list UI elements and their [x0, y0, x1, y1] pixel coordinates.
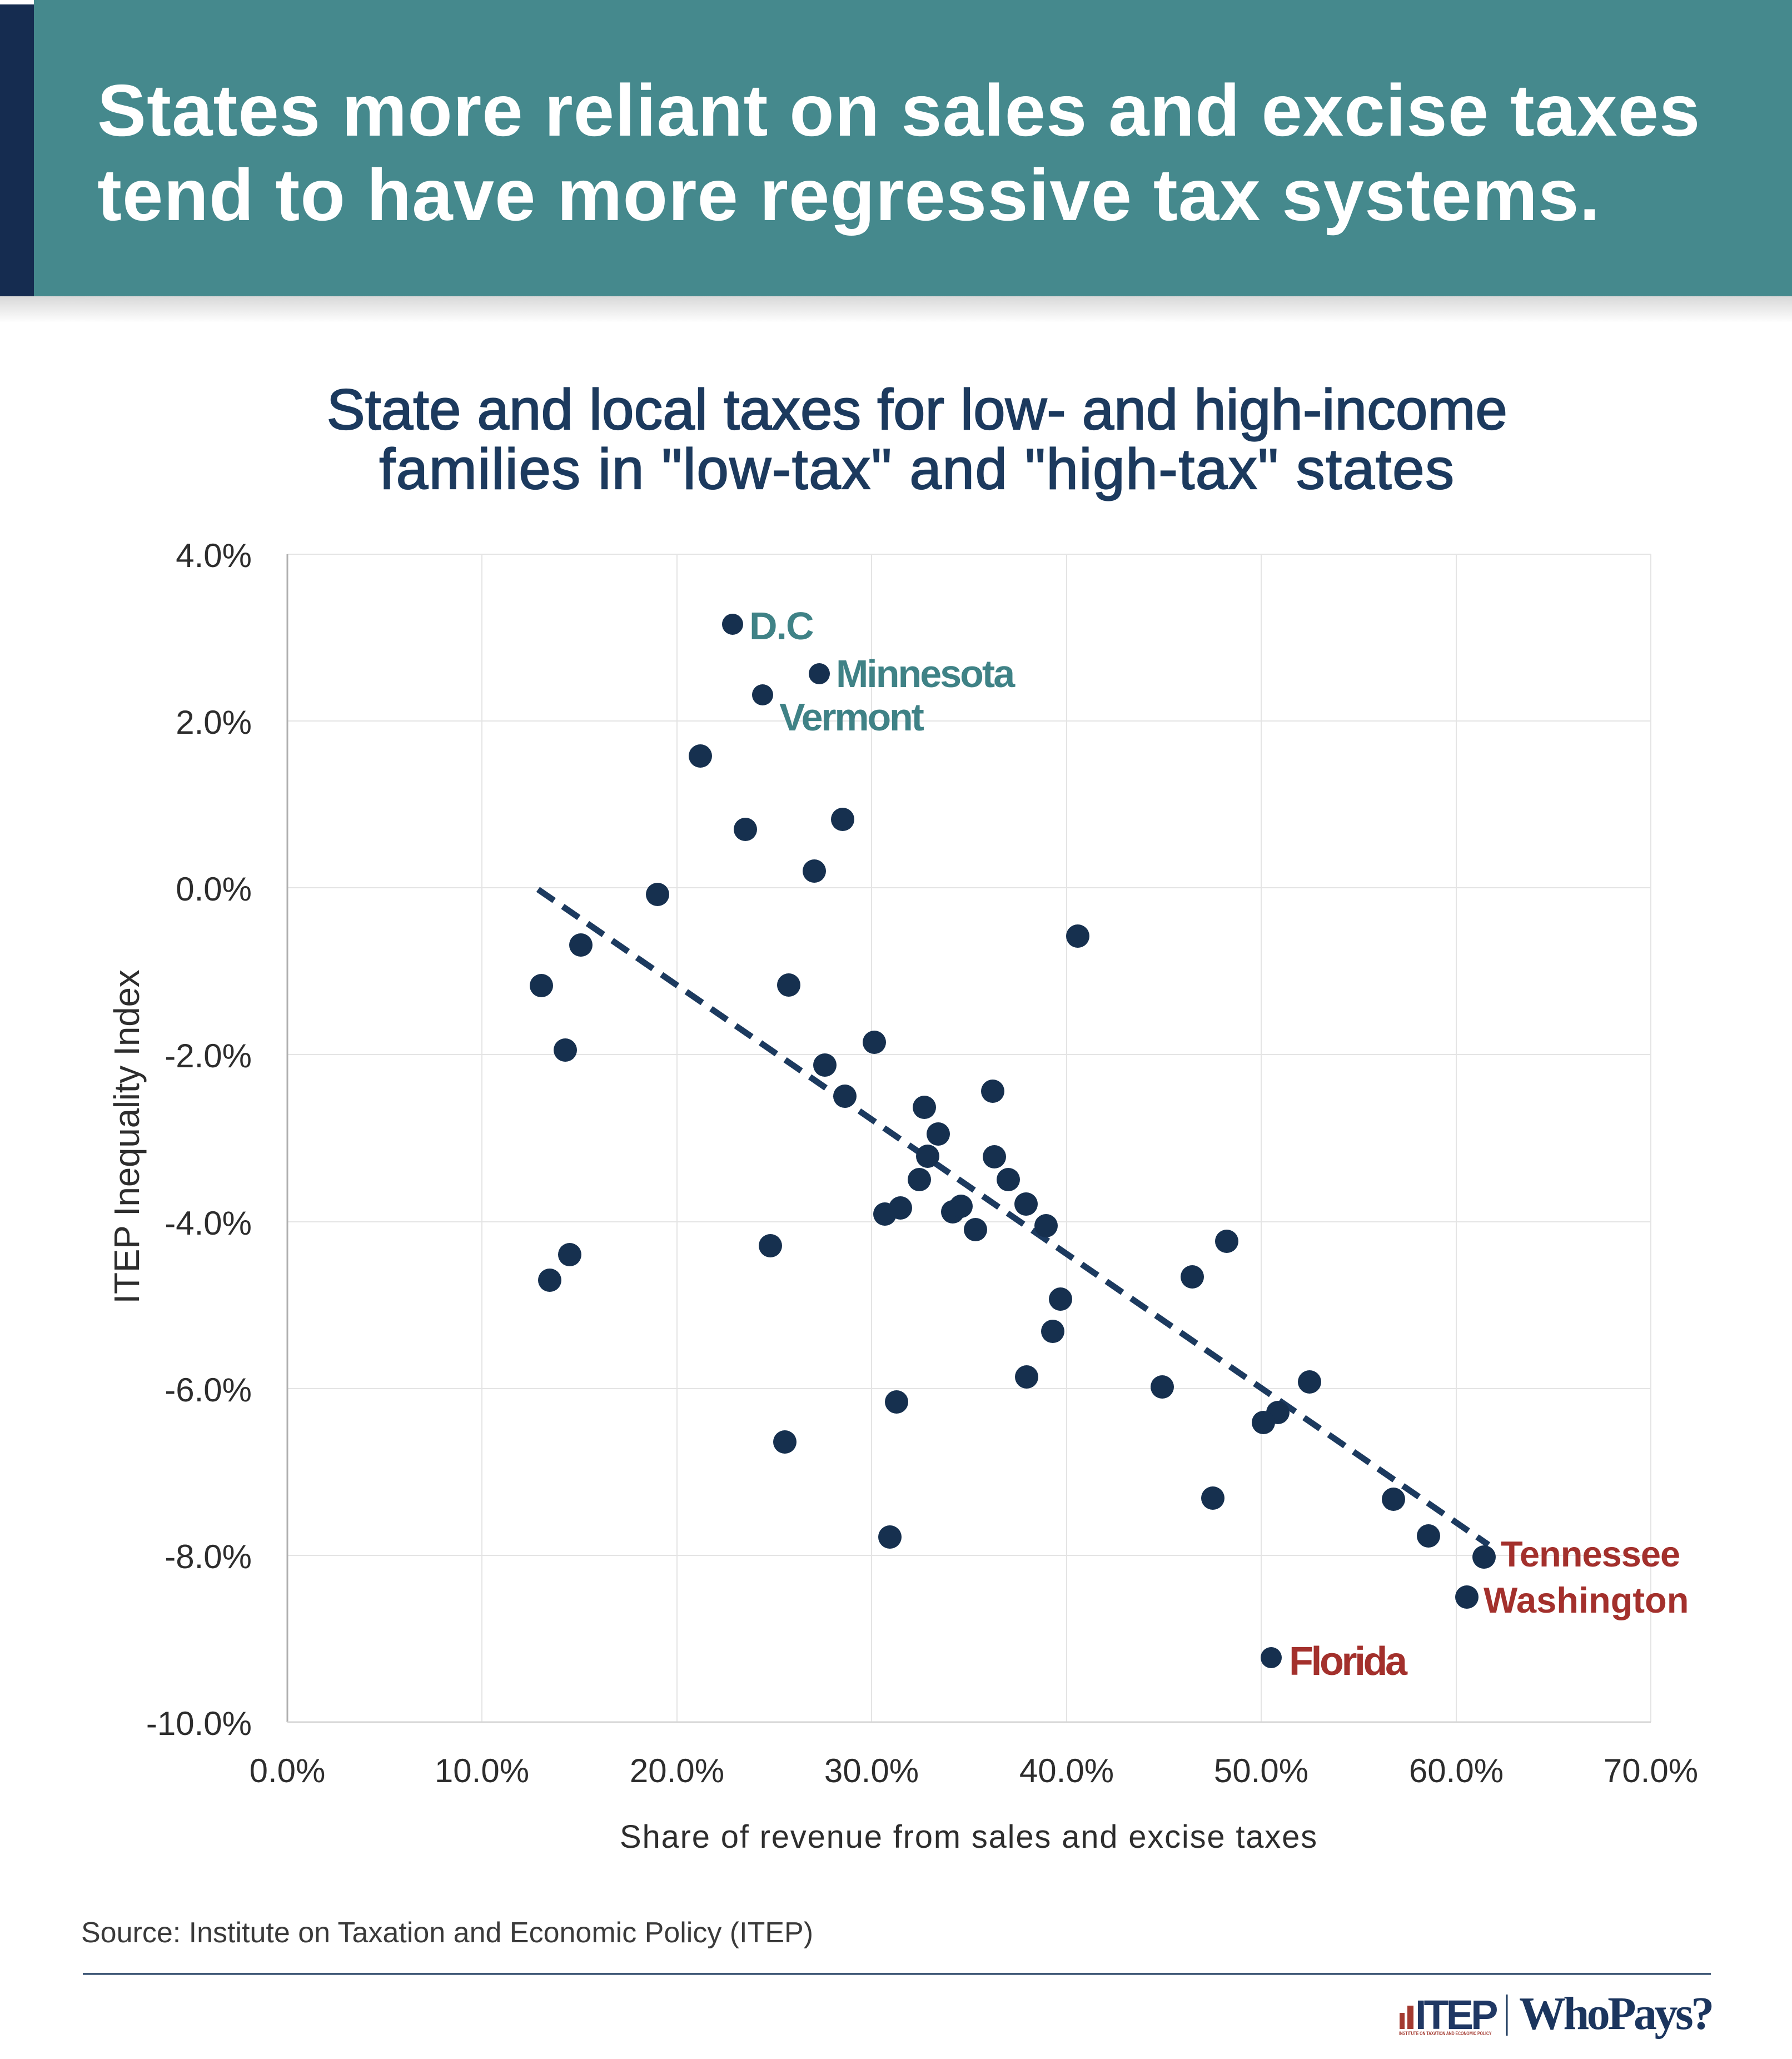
- svg-text:Source: Institute on Taxation: Source: Institute on Taxation and Econom…: [81, 1917, 813, 1949]
- svg-text:0.0%: 0.0%: [176, 871, 252, 908]
- svg-text:10.0%: 10.0%: [435, 1752, 529, 1789]
- svg-text:70.0%: 70.0%: [1604, 1752, 1698, 1789]
- svg-text:-4.0%: -4.0%: [165, 1205, 252, 1242]
- svg-text:0.0%: 0.0%: [250, 1752, 326, 1789]
- svg-text:State and local taxes for low-: State and local taxes for low- and high-…: [327, 377, 1507, 441]
- svg-text:Vermont: Vermont: [779, 695, 924, 739]
- svg-text:-2.0%: -2.0%: [165, 1037, 252, 1075]
- svg-text:WhoPays?: WhoPays?: [1519, 1988, 1712, 2040]
- svg-text:D.C: D.C: [749, 604, 813, 648]
- svg-text:ITEP: ITEP: [1415, 1992, 1497, 2038]
- svg-text:20.0%: 20.0%: [630, 1752, 724, 1789]
- svg-text:-8.0%: -8.0%: [165, 1538, 252, 1575]
- svg-text:Tennessee: Tennessee: [1501, 1534, 1680, 1574]
- svg-text:Florida: Florida: [1289, 1639, 1408, 1684]
- svg-text:30.0%: 30.0%: [824, 1752, 919, 1789]
- svg-text:Washington: Washington: [1484, 1580, 1689, 1620]
- svg-text:ITEP Inequality Index: ITEP Inequality Index: [107, 969, 147, 1304]
- svg-text:50.0%: 50.0%: [1214, 1752, 1308, 1789]
- svg-text:families in "low-tax" and "hig: families in "low-tax" and "high-tax" sta…: [379, 437, 1455, 501]
- svg-text:Share of revenue from sales an: Share of revenue from sales and excise t…: [620, 1819, 1318, 1855]
- svg-text:-10.0%: -10.0%: [146, 1705, 252, 1742]
- svg-text:40.0%: 40.0%: [1019, 1752, 1114, 1789]
- svg-text:4.0%: 4.0%: [176, 537, 252, 574]
- svg-text:2.0%: 2.0%: [176, 704, 252, 741]
- svg-text:Minnesota: Minnesota: [836, 652, 1016, 695]
- svg-text:-6.0%: -6.0%: [165, 1371, 252, 1409]
- svg-text:INSTITUTE ON TAXATION AND ECON: INSTITUTE ON TAXATION AND ECONOMIC POLIC…: [1399, 2031, 1492, 2036]
- svg-text:60.0%: 60.0%: [1409, 1752, 1504, 1789]
